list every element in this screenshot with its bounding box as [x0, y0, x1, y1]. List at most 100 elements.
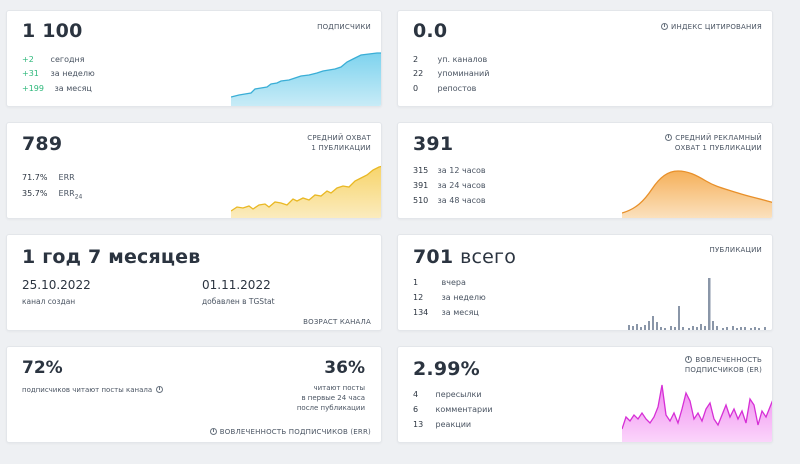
- ad-reach-12h-value: 315: [413, 166, 429, 175]
- posts-month-value: 134: [413, 308, 429, 317]
- citation-index: 0.0: [413, 20, 448, 42]
- subscribers-card[interactable]: 1 100 ПОДПИСЧИКИ +2 сегодня +31 за недел…: [6, 10, 382, 107]
- citation-channels-value: 2: [413, 55, 419, 64]
- engagement-err-card[interactable]: 72% подписчиков читают посты канала 36% …: [6, 346, 382, 443]
- er-row-comments: 6 комментарии: [413, 405, 493, 415]
- er-sparkline: [622, 384, 772, 442]
- citation-row-mentions: 22 упоминаний: [413, 69, 489, 79]
- citation-row-reposts: 0 репостов: [413, 84, 476, 94]
- citation-card[interactable]: 0.0 ИНДЕКС ЦИТИРОВАНИЯ 2 уп. каналов 22 …: [397, 10, 773, 107]
- publications-count: 701: [413, 246, 454, 268]
- ad-reach-tag: СРЕДНИЙ РЕКЛАМНЫЙ ОХВАТ 1 ПУБЛИКАЦИИ: [665, 133, 762, 153]
- ad-reach-tag-line1: СРЕДНИЙ РЕКЛАМНЫЙ: [675, 134, 762, 142]
- reach-tag-line1: СРЕДНИЙ ОХВАТ: [307, 134, 371, 142]
- ad-reach-row-24h: 391 за 24 часов: [413, 181, 486, 191]
- posts-week-value: 12: [413, 293, 424, 302]
- er-row-forwards: 4 пересылки: [413, 390, 482, 400]
- read-percent: 72%: [22, 358, 63, 378]
- info-icon[interactable]: [156, 386, 164, 393]
- err-value: 71.7%: [22, 173, 48, 182]
- posts-row-week: 12 за неделю: [413, 293, 486, 303]
- er-tag-line1: ВОВЛЕЧЕННОСТЬ: [695, 356, 762, 364]
- er-reactions-label: реакции: [435, 420, 472, 429]
- publications-card[interactable]: 701 всего ПУБЛИКАЦИИ 1 вчера 12 за недел…: [397, 234, 773, 331]
- subscribers-today-label: сегодня: [50, 55, 85, 64]
- subscribers-week-value: +31: [22, 69, 39, 78]
- channel-age-card[interactable]: 1 год 7 месяцев 25.10.2022 канал создан …: [6, 234, 382, 331]
- citation-tag: ИНДЕКС ЦИТИРОВАНИЯ: [661, 22, 762, 32]
- channel-age: 1 год 7 месяцев: [22, 246, 201, 268]
- read-24h-line1: читают посты: [313, 384, 365, 392]
- reach-count: 789: [22, 133, 63, 155]
- channel-age-tag: ВОЗРАСТ КАНАЛА: [303, 318, 371, 326]
- subscribers-month-label: за месяц: [54, 84, 92, 93]
- er-row-reactions: 13 реакции: [413, 420, 471, 430]
- subscribers-tag: ПОДПИСЧИКИ: [317, 23, 371, 31]
- read-24h-line2: в первые 24 часа: [301, 394, 365, 402]
- read-24h-label: читают посты в первые 24 часа после публ…: [297, 383, 365, 413]
- er-reactions-value: 13: [413, 420, 424, 429]
- publications-tag: ПУБЛИКАЦИИ: [709, 246, 762, 254]
- reach-row-err: 71.7% ERR: [22, 173, 75, 183]
- citation-channels-label: уп. каналов: [437, 55, 488, 64]
- er-tag: ВОВЛЕЧЕННОСТЬ ПОДПИСЧИКОВ (ER): [685, 355, 762, 375]
- ad-reach-tag-line2: ОХВАТ 1 ПУБЛИКАЦИИ: [674, 144, 762, 152]
- added-date: 01.11.2022: [202, 278, 271, 292]
- created-label: канал создан: [22, 297, 76, 306]
- er-value: 2.99%: [413, 358, 480, 380]
- citation-row-channels: 2 уп. каналов: [413, 55, 487, 65]
- er-forwards-value: 4: [413, 390, 419, 399]
- ad-reach-row-12h: 315 за 12 часов: [413, 166, 486, 176]
- ad-reach-card[interactable]: 391 СРЕДНИЙ РЕКЛАМНЫЙ ОХВАТ 1 ПУБЛИКАЦИИ…: [397, 122, 773, 219]
- created-date: 25.10.2022: [22, 278, 91, 292]
- posts-yesterday-label: вчера: [441, 278, 466, 287]
- posts-row-month: 134 за месяц: [413, 308, 479, 318]
- subscribers-row-month: +199 за месяц: [22, 84, 92, 94]
- ad-reach-row-48h: 510 за 48 часов: [413, 196, 486, 206]
- ad-reach-count: 391: [413, 133, 454, 155]
- err-label: ERR: [58, 173, 75, 182]
- ad-reach-48h-value: 510: [413, 196, 429, 205]
- ad-reach-24h-label: за 24 часов: [437, 181, 486, 190]
- read-percent-label: подписчиков читают посты канала: [22, 385, 166, 395]
- subscribers-week-label: за неделю: [50, 69, 95, 78]
- publications-bars: [628, 278, 766, 330]
- info-icon[interactable]: [685, 356, 693, 363]
- err24-label: ERR: [58, 189, 75, 198]
- subscribers-count: 1 100: [22, 20, 83, 42]
- reach-tag-line2: 1 ПУБЛИКАЦИИ: [311, 144, 371, 152]
- posts-yesterday-value: 1: [413, 278, 419, 287]
- citation-reposts-label: репостов: [437, 84, 477, 93]
- engagement-err-tag-label: ВОВЛЕЧЕННОСТЬ ПОДПИСЧИКОВ (ERR): [219, 428, 371, 436]
- subscribers-row-week: +31 за неделю: [22, 69, 95, 79]
- info-icon[interactable]: [661, 23, 669, 30]
- posts-week-label: за неделю: [441, 293, 486, 302]
- er-tag-line2: ПОДПИСЧИКОВ (ER): [684, 366, 762, 374]
- read-24h-percent: 36%: [324, 358, 365, 378]
- reach-row-err24: 35.7% ERR24: [22, 189, 82, 203]
- publications-total: 701 всего: [413, 246, 516, 268]
- reach-card[interactable]: 789 СРЕДНИЙ ОХВАТ 1 ПУБЛИКАЦИИ 71.7% ERR…: [6, 122, 382, 219]
- er-forwards-label: пересылки: [435, 390, 482, 399]
- err24-value: 35.7%: [22, 189, 48, 198]
- subscribers-sparkline: [231, 52, 381, 106]
- ad-reach-12h-label: за 12 часов: [437, 166, 486, 175]
- engagement-er-card[interactable]: 2.99% ВОВЛЕЧЕННОСТЬ ПОДПИСЧИКОВ (ER) 4 п…: [397, 346, 773, 443]
- ad-reach-curve: [622, 170, 772, 218]
- info-icon[interactable]: [665, 134, 673, 141]
- posts-month-label: за месяц: [441, 308, 479, 317]
- er-comments-label: комментарии: [435, 405, 493, 414]
- reach-sparkline: [231, 165, 381, 218]
- info-icon[interactable]: [209, 428, 217, 435]
- citation-tag-label: ИНДЕКС ЦИТИРОВАНИЯ: [671, 23, 762, 31]
- citation-mentions-value: 22: [413, 69, 424, 78]
- read-percent-text: подписчиков читают посты канала: [22, 386, 153, 394]
- read-24h-line3: после публикации: [296, 404, 365, 412]
- ad-reach-24h-value: 391: [413, 181, 429, 190]
- publications-suffix: всего: [460, 246, 517, 268]
- subscribers-month-value: +199: [22, 84, 44, 93]
- subscribers-today-value: +2: [22, 55, 34, 64]
- reach-tag: СРЕДНИЙ ОХВАТ 1 ПУБЛИКАЦИИ: [307, 133, 371, 153]
- posts-row-yesterday: 1 вчера: [413, 278, 466, 288]
- err24-subscript: 24: [74, 193, 83, 201]
